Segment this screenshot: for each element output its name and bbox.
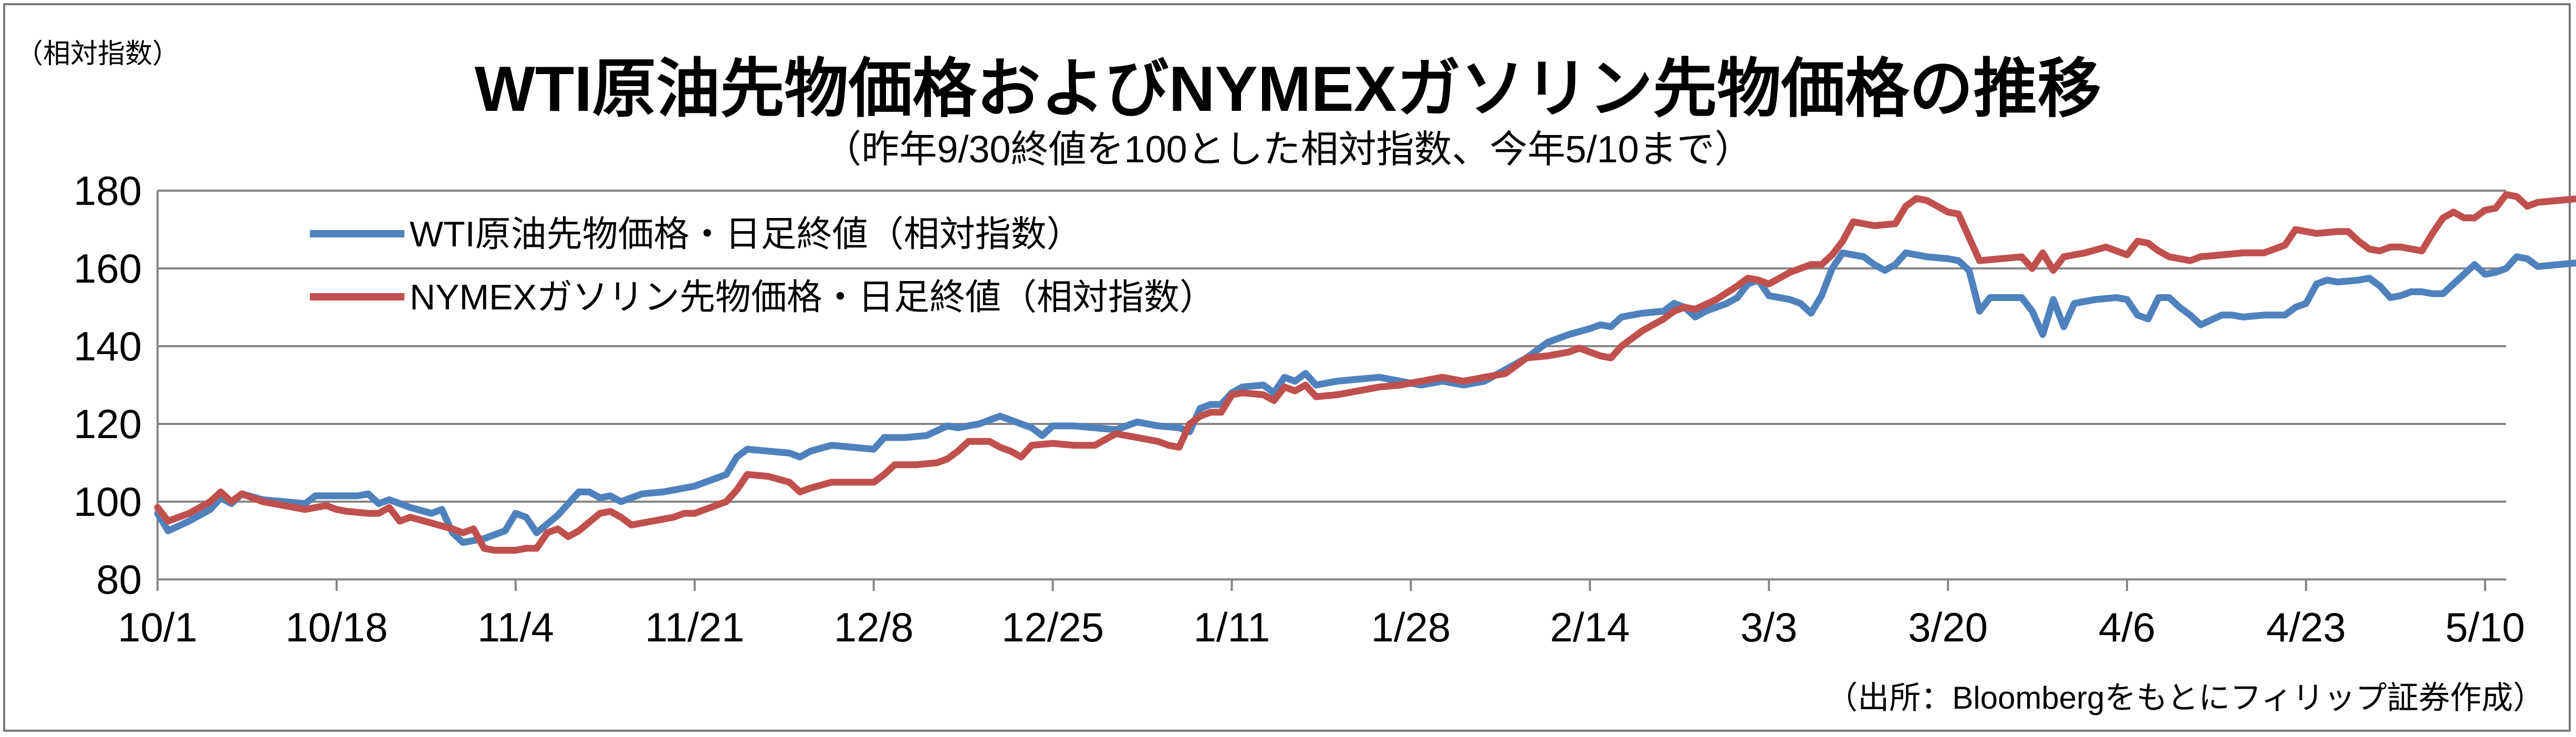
x-tick-label-12-8: 12/8 <box>834 604 914 650</box>
x-tick-label-3-3: 3/3 <box>1740 604 1797 650</box>
x-tick-label-10-18: 10/18 <box>285 604 388 650</box>
source-note: （出所：Bloombergをもとにフィリップ証券作成） <box>1826 680 2544 715</box>
x-tick-label-4-23: 4/23 <box>2266 604 2346 650</box>
legend-label: NYMEXガソリン先物価格・日足終値（相対指数） <box>410 277 1215 317</box>
x-tick-label-5-10: 5/10 <box>2445 604 2525 650</box>
x-tick-label-1-11: 1/11 <box>1193 604 1270 650</box>
y-tick-label-100: 100 <box>74 479 142 525</box>
legend-label: WTI原油先物価格・日足終値（相対指数） <box>410 214 1082 254</box>
chart-subtitle: （昨年9/30終値を100とした相対指数、今年5/10まで） <box>823 129 1753 171</box>
y-axis-unit-label: （相対指数） <box>16 39 180 69</box>
x-tick-label-12-25: 12/25 <box>1002 604 1104 650</box>
legend-item-wti: WTI原油先物価格・日足終値（相対指数） <box>310 214 1082 254</box>
x-tick-label-10-1: 10/1 <box>118 604 197 650</box>
x-tick-label-3-20: 3/20 <box>1908 604 1988 650</box>
y-tick-label-120: 120 <box>74 401 142 447</box>
x-tick-label-11-21: 11/21 <box>645 604 744 650</box>
series-line-gasoline <box>154 191 2576 554</box>
y-tick-label-140: 140 <box>74 323 142 369</box>
chart-title: WTI原油先物価格およびNYMEXガソリン先物価格の推移 <box>474 53 2102 124</box>
legend-item-gasoline: NYMEXガソリン先物価格・日足終値（相対指数） <box>310 277 1215 317</box>
y-tick-label-180: 180 <box>74 168 142 214</box>
series-line-wti <box>154 249 2576 546</box>
x-tick-label-4-6: 4/6 <box>2099 604 2155 650</box>
x-tick-label-2-14: 2/14 <box>1550 604 1630 650</box>
y-tick-label-160: 160 <box>74 245 142 292</box>
x-tick-label-11-4: 11/4 <box>477 604 554 650</box>
x-tick-label-1-28: 1/28 <box>1371 604 1451 650</box>
chart-frame <box>3 3 2571 732</box>
y-tick-label-80: 80 <box>96 556 142 603</box>
